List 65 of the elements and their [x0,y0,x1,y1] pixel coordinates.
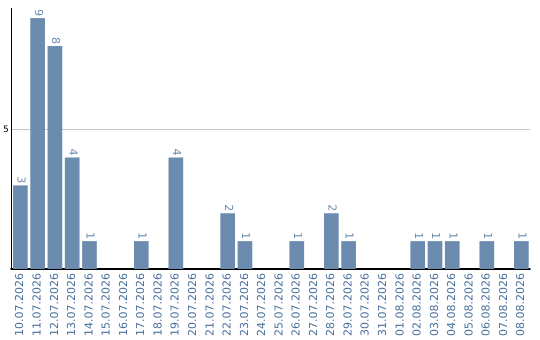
x-tick-label: 03.08.2026 [428,273,441,336]
bar [30,18,45,270]
data-label: 9 [32,9,45,16]
x-tick-label: 08.08.2026 [514,273,528,336]
x-tick-label: 25.07.2026 [272,273,286,336]
x-tick-label: 13.07.2026 [65,273,78,336]
x-tick-label: 26.07.2026 [290,273,303,336]
data-label: 8 [49,37,62,44]
x-tick-label: 17.07.2026 [134,273,148,336]
x-tick-label: 29.07.2026 [341,273,354,336]
bar [134,241,149,270]
data-label: 1 [239,232,252,240]
x-tick-label: 28.07.2026 [324,273,338,336]
bar [48,46,62,270]
x-tick-label: 30.07.2026 [358,273,372,336]
x-tick-label: 01.08.2026 [393,273,406,336]
x-tick-label: 11.07.2026 [30,273,44,336]
bar [444,241,460,270]
x-tick-label: 22.07.2026 [220,273,234,336]
x-tick-label: 23.07.2026 [238,273,251,336]
x-tick-label: 18.07.2026 [151,273,164,336]
bar [514,241,529,270]
x-tick-label: 16.07.2026 [116,273,130,336]
x-tick-label: 20.07.2026 [186,273,199,336]
x-tick-label: 02.08.2026 [410,273,424,336]
data-label: 2 [325,204,338,212]
bar [220,213,236,270]
bar [13,185,28,270]
data-label: 3 [14,176,28,184]
x-tick-label: 31.07.2026 [376,273,390,336]
x-tick-label: 06.08.2026 [480,273,493,336]
data-label: 1 [290,232,304,240]
data-label: 1 [342,232,356,240]
data-label: 1 [480,232,494,240]
x-tick-label: 05.08.2026 [462,273,476,336]
y-tick-label: 5 [2,124,9,135]
data-label: 1 [446,232,460,240]
bar [410,241,426,270]
bar [168,158,184,270]
x-tick-label: 12.07.2026 [48,273,61,336]
x-tick-label: 14.07.2026 [82,273,96,336]
data-label: 2 [222,204,235,212]
bar [428,241,442,270]
x-tick-label: 04.08.2026 [445,273,458,336]
bar [64,158,80,270]
x-tick-label: 21.07.2026 [203,273,216,336]
data-label: 1 [84,232,97,240]
x-tick-label: 19.07.2026 [168,273,182,336]
data-label: 1 [429,232,442,240]
bar [289,241,304,270]
bar [479,241,494,270]
x-tick-label: 15.07.2026 [100,273,113,336]
data-label: 4 [170,148,183,156]
x-tick-label: 10.07.2026 [13,273,26,336]
data-label: 1 [412,232,425,240]
data-label: 1 [516,232,529,240]
bar [238,241,252,270]
bar [341,241,356,270]
bar [324,213,339,270]
x-tick-label: 24.07.2026 [255,273,268,336]
data-label: 1 [135,232,148,240]
bar [82,241,97,270]
x-tick-label: 27.07.2026 [306,273,320,336]
x-tick-label: 07.08.2026 [496,273,510,336]
data-label: 4 [66,148,80,156]
